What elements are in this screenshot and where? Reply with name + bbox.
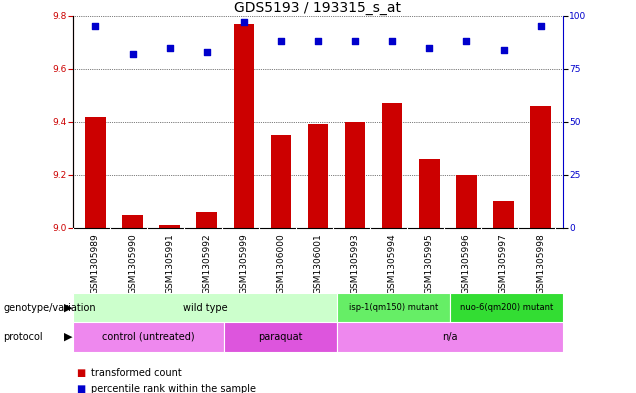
- Text: GSM1305995: GSM1305995: [425, 233, 434, 294]
- Point: [165, 44, 175, 51]
- Text: ▶: ▶: [64, 303, 73, 312]
- Text: GSM1305994: GSM1305994: [388, 233, 397, 294]
- Title: GDS5193 / 193315_s_at: GDS5193 / 193315_s_at: [235, 1, 401, 15]
- Bar: [337, 293, 450, 322]
- Text: paraquat: paraquat: [258, 332, 303, 342]
- Bar: [122, 215, 142, 228]
- Text: ■: ■: [76, 368, 86, 378]
- Point: [536, 23, 546, 29]
- Bar: [224, 322, 337, 352]
- Text: GSM1305991: GSM1305991: [165, 233, 174, 294]
- Text: n/a: n/a: [442, 332, 457, 342]
- Bar: [456, 175, 476, 228]
- Point: [238, 19, 249, 25]
- Text: GSM1305996: GSM1305996: [462, 233, 471, 294]
- Point: [387, 38, 398, 44]
- Bar: [419, 159, 439, 228]
- Bar: [345, 122, 365, 228]
- Bar: [233, 24, 254, 228]
- Bar: [308, 125, 328, 228]
- Point: [424, 44, 434, 51]
- Point: [461, 38, 471, 44]
- Point: [90, 23, 100, 29]
- Bar: [73, 322, 224, 352]
- Text: GSM1306000: GSM1306000: [277, 233, 286, 294]
- Point: [276, 38, 286, 44]
- Text: ▶: ▶: [64, 332, 73, 342]
- Text: GSM1305993: GSM1305993: [350, 233, 359, 294]
- Text: nuo-6(qm200) mutant: nuo-6(qm200) mutant: [460, 303, 553, 312]
- Text: isp-1(qm150) mutant: isp-1(qm150) mutant: [349, 303, 438, 312]
- Text: GSM1305999: GSM1305999: [239, 233, 248, 294]
- Text: protocol: protocol: [3, 332, 43, 342]
- Point: [350, 38, 360, 44]
- Bar: [450, 293, 563, 322]
- Text: GSM1305989: GSM1305989: [91, 233, 100, 294]
- Text: GSM1305997: GSM1305997: [499, 233, 508, 294]
- Point: [127, 51, 137, 57]
- Bar: [494, 201, 514, 228]
- Bar: [271, 135, 291, 228]
- Text: GSM1305992: GSM1305992: [202, 233, 211, 294]
- Point: [202, 49, 212, 55]
- Text: GSM1306001: GSM1306001: [314, 233, 322, 294]
- Bar: [382, 103, 403, 228]
- Point: [313, 38, 323, 44]
- Text: genotype/variation: genotype/variation: [3, 303, 96, 312]
- Text: GSM1305998: GSM1305998: [536, 233, 545, 294]
- Text: transformed count: transformed count: [91, 368, 182, 378]
- Text: ■: ■: [76, 384, 86, 393]
- Text: wild type: wild type: [183, 303, 227, 312]
- Bar: [73, 293, 337, 322]
- Point: [499, 46, 509, 53]
- Bar: [85, 116, 106, 228]
- Bar: [337, 322, 563, 352]
- Bar: [160, 225, 180, 228]
- Text: GSM1305990: GSM1305990: [128, 233, 137, 294]
- Bar: [197, 212, 217, 228]
- Text: control (untreated): control (untreated): [102, 332, 195, 342]
- Text: percentile rank within the sample: percentile rank within the sample: [91, 384, 256, 393]
- Bar: [530, 106, 551, 228]
